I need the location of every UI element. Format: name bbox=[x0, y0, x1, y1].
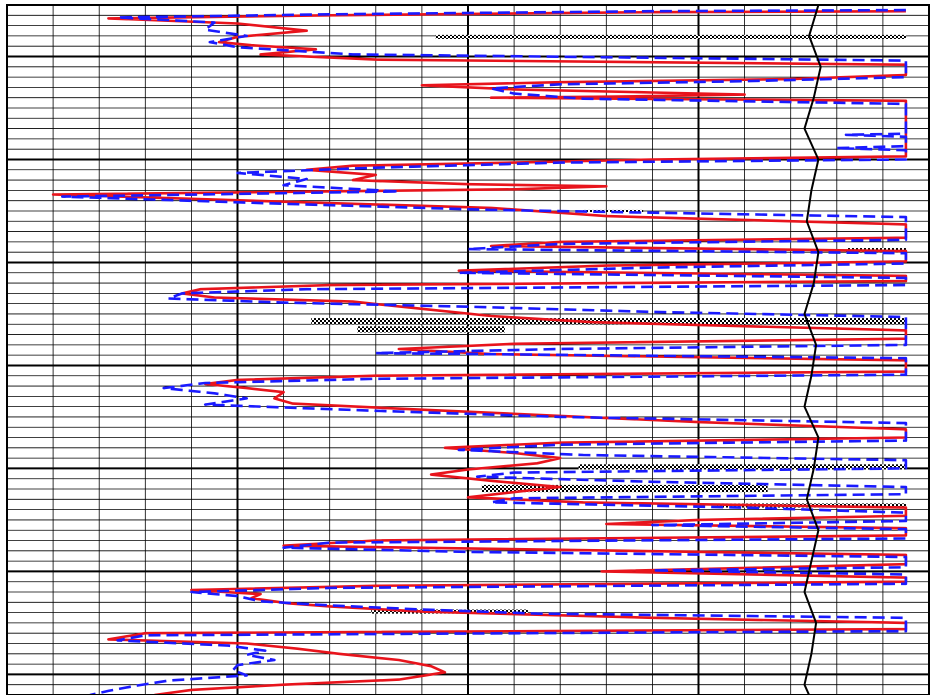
crossover-band bbox=[481, 484, 768, 493]
crossover-band bbox=[578, 464, 906, 470]
crossover-band bbox=[357, 326, 505, 333]
reference-curve bbox=[803, 4, 822, 695]
dashed-curve bbox=[60, 8, 908, 695]
chart-frame bbox=[6, 4, 930, 695]
crossover-band bbox=[311, 318, 906, 325]
grid bbox=[6, 4, 930, 695]
solid-curve bbox=[51, 9, 908, 695]
crossover-band bbox=[435, 34, 906, 39]
series-group bbox=[51, 4, 908, 695]
